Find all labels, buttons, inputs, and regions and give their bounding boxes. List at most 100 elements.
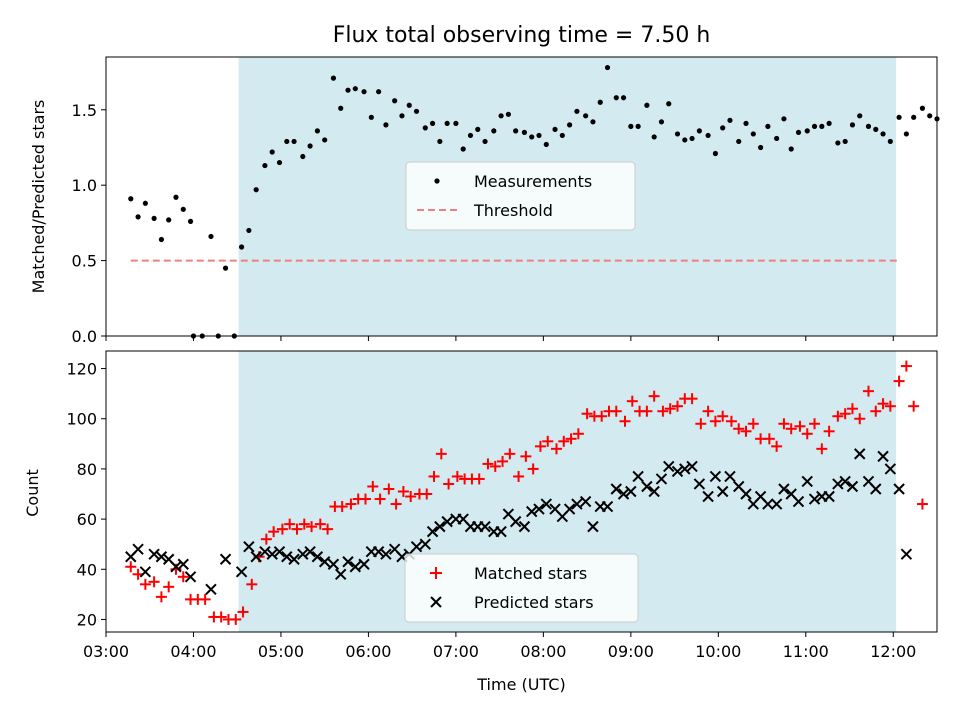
predicted-star-point bbox=[410, 540, 423, 553]
measurement-point bbox=[376, 89, 382, 95]
top-ytick-label: 0.5 bbox=[72, 252, 97, 271]
predicted-star-point bbox=[808, 493, 821, 505]
measurement-point bbox=[927, 113, 933, 119]
xtick-label: 05:00 bbox=[258, 642, 304, 661]
predicted-star-point bbox=[170, 561, 182, 573]
predicted-star-point bbox=[884, 463, 897, 475]
legend-measurements-label: Measurements bbox=[474, 172, 592, 191]
measurement-point bbox=[712, 150, 719, 157]
matched-star-point bbox=[854, 413, 866, 425]
measurement-point bbox=[482, 138, 488, 145]
predicted-star-point bbox=[250, 551, 262, 563]
measurement-point bbox=[291, 138, 297, 145]
measurement-point bbox=[368, 114, 374, 120]
measurement-point bbox=[314, 128, 320, 134]
matched-star-point bbox=[397, 486, 409, 497]
measurement-point bbox=[720, 125, 726, 131]
matched-star-point bbox=[451, 470, 463, 482]
predicted-star-point bbox=[632, 470, 644, 483]
matched-star-point bbox=[322, 523, 334, 535]
matched-star-point bbox=[155, 591, 167, 603]
predicted-star-point bbox=[601, 500, 614, 513]
predicted-star-point bbox=[740, 488, 752, 500]
matched-star-point bbox=[473, 473, 485, 485]
matched-star-point bbox=[237, 606, 249, 618]
matched-star-point bbox=[421, 488, 433, 500]
measurement-point bbox=[208, 233, 214, 240]
bottom-ytick-label: 40 bbox=[77, 560, 97, 579]
measurement-point bbox=[765, 123, 771, 129]
measurement-point bbox=[826, 120, 832, 126]
measurement-point bbox=[750, 131, 756, 137]
matched-star-point bbox=[717, 410, 729, 422]
predicted-star-point bbox=[518, 520, 531, 533]
predicted-star-point bbox=[184, 571, 197, 583]
measurement-point bbox=[811, 123, 818, 129]
matched-star-point bbox=[763, 433, 775, 445]
bottom-ytick-label: 20 bbox=[77, 610, 97, 629]
measurement-point bbox=[135, 214, 141, 220]
bottom-legend-box bbox=[404, 553, 639, 623]
predicted-star-point bbox=[155, 551, 168, 563]
matched-star-point bbox=[215, 611, 227, 623]
measurement-point bbox=[804, 128, 810, 134]
predicted-star-point bbox=[342, 556, 354, 568]
predicted-star-point bbox=[479, 520, 491, 533]
measurement-point bbox=[552, 126, 558, 132]
bottom-ytick-label: 120 bbox=[66, 360, 97, 379]
matched-star-point bbox=[558, 435, 570, 447]
predicted-star-point bbox=[823, 490, 835, 503]
measurement-point bbox=[788, 146, 794, 152]
bottom-y-axis-label: Count bbox=[23, 469, 42, 517]
predicted-star-point bbox=[579, 495, 592, 508]
measurement-point bbox=[460, 146, 466, 152]
matched-star-point bbox=[374, 493, 386, 505]
predicted-star-point bbox=[716, 485, 729, 498]
measurement-point bbox=[887, 138, 893, 145]
measurement-point bbox=[330, 75, 337, 81]
measurement-point bbox=[644, 102, 650, 108]
measurement-point bbox=[604, 64, 611, 71]
matched-star-point bbox=[626, 395, 638, 407]
measurement-point bbox=[444, 120, 450, 126]
measurement-point bbox=[583, 113, 589, 119]
matched-star-point bbox=[648, 390, 660, 402]
predicted-star-point bbox=[495, 525, 507, 538]
predicted-star-point bbox=[617, 488, 630, 500]
measurement-point bbox=[246, 227, 252, 234]
matched-star-point bbox=[862, 385, 874, 397]
matched-star-point bbox=[686, 393, 698, 405]
measurement-point bbox=[142, 200, 148, 206]
measurement-point bbox=[406, 102, 412, 108]
predicted-star-point bbox=[610, 483, 622, 495]
matched-star-point bbox=[908, 400, 920, 412]
matched-star-point bbox=[785, 423, 797, 435]
matched-star-point bbox=[520, 450, 532, 462]
measurement-point bbox=[392, 98, 398, 104]
predicted-star-point bbox=[762, 498, 774, 510]
measurement-point bbox=[620, 95, 627, 101]
measurement-point bbox=[513, 128, 519, 134]
predicted-star-point bbox=[540, 498, 552, 510]
legend-predicted-label: Predicted stars bbox=[474, 593, 594, 612]
predicted-star-point bbox=[778, 483, 790, 495]
measurement-point bbox=[269, 149, 275, 155]
measurement-point bbox=[911, 114, 917, 120]
measurement-point bbox=[842, 138, 848, 145]
measurement-point bbox=[543, 141, 549, 148]
measurement-point bbox=[880, 131, 886, 137]
matched-star-point bbox=[504, 448, 516, 460]
measurement-point bbox=[849, 122, 856, 128]
xtick-label: 06:00 bbox=[345, 642, 391, 661]
matched-star-point bbox=[276, 523, 288, 535]
matched-star-point bbox=[284, 518, 296, 530]
measurement-point bbox=[521, 129, 528, 136]
measurement-point bbox=[422, 125, 428, 131]
measurement-point bbox=[253, 187, 259, 193]
matched-star-point bbox=[702, 405, 714, 417]
matched-star-point bbox=[816, 443, 828, 455]
predicted-star-point bbox=[724, 470, 736, 483]
measurement-point bbox=[795, 129, 802, 136]
matched-star-point bbox=[260, 533, 272, 545]
matched-star-point bbox=[534, 440, 546, 452]
